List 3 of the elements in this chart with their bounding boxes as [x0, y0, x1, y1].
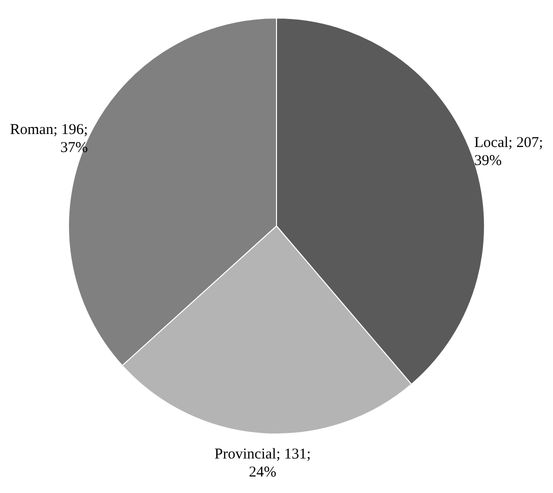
- slice-label: Provincial; 131; 24%: [214, 446, 311, 480]
- slice-label: Local; 207; 39%: [474, 134, 544, 169]
- slice-label: Roman; 196; 37%: [10, 122, 88, 156]
